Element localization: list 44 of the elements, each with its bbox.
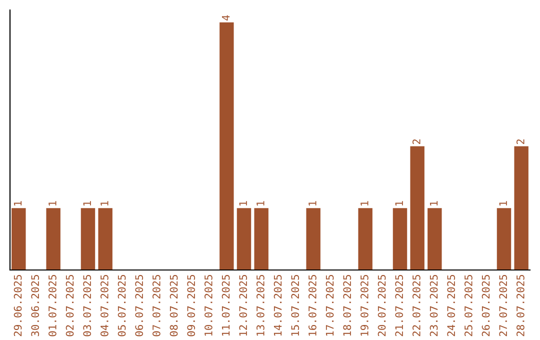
x-tick-label: 16.07.2025 [308, 275, 316, 336]
x-tick-label: 21.07.2025 [395, 275, 404, 336]
x-tick-label: 17.07.2025 [326, 275, 334, 336]
x-tick-label: 14.07.2025 [274, 275, 282, 336]
x-tick-label: 28.07.2025 [516, 275, 524, 336]
x-tick-label: 19.07.2025 [360, 275, 368, 336]
x-tick-label: 02.07.2025 [66, 275, 74, 336]
x-tick-label: 30.06.2025 [31, 275, 40, 336]
x-tick-label: 10.07.2025 [204, 275, 212, 336]
x-tick-label: 05.07.2025 [118, 275, 126, 336]
data-label: 1 [14, 201, 22, 206]
data-label: 1 [48, 201, 56, 206]
x-tick-label: 25.07.2025 [464, 275, 472, 336]
x-tick-label: 07.07.2025 [152, 275, 160, 336]
x-tick-label: 13.07.2025 [256, 275, 264, 336]
x-tick-label: 15.07.2025 [291, 275, 300, 336]
x-tick-label: 11.07.2025 [222, 275, 230, 336]
x-tick-label: 01.07.2025 [48, 275, 56, 336]
x-tick-label: 27.07.2025 [499, 275, 508, 336]
data-label: 1 [430, 201, 438, 206]
x-tick-label: 20.07.2025 [378, 275, 386, 336]
data-label: 2 [412, 139, 420, 144]
data-label: 1 [100, 201, 108, 206]
x-tick-label: 09.07.2025 [187, 275, 196, 336]
data-label: 2 [516, 139, 524, 144]
data-label: 1 [308, 201, 316, 206]
data-label: 1 [395, 201, 403, 206]
x-tick-label: 26.07.2025 [482, 275, 490, 336]
data-label: 1 [256, 201, 264, 206]
x-tick-label: 06.07.2025 [135, 275, 144, 336]
x-tick-label: 04.07.2025 [100, 275, 108, 336]
data-label: 1 [499, 201, 507, 206]
x-tick-label: 03.07.2025 [83, 275, 92, 336]
data-label: 1 [83, 201, 91, 206]
x-tick-label: 23.07.2025 [430, 275, 438, 336]
x-tick-label: 08.07.2025 [170, 275, 178, 336]
x-tick-label: 18.07.2025 [343, 275, 352, 336]
x-tick-label: 22.07.2025 [412, 275, 420, 336]
data-label: 1 [239, 201, 247, 206]
x-tick-label: 12.07.2025 [239, 275, 248, 336]
x-tick-label: 29.06.2025 [14, 275, 22, 336]
data-label: 4 [222, 15, 230, 20]
x-tick-label: 24.07.2025 [447, 275, 456, 336]
data-label: 1 [360, 201, 368, 206]
